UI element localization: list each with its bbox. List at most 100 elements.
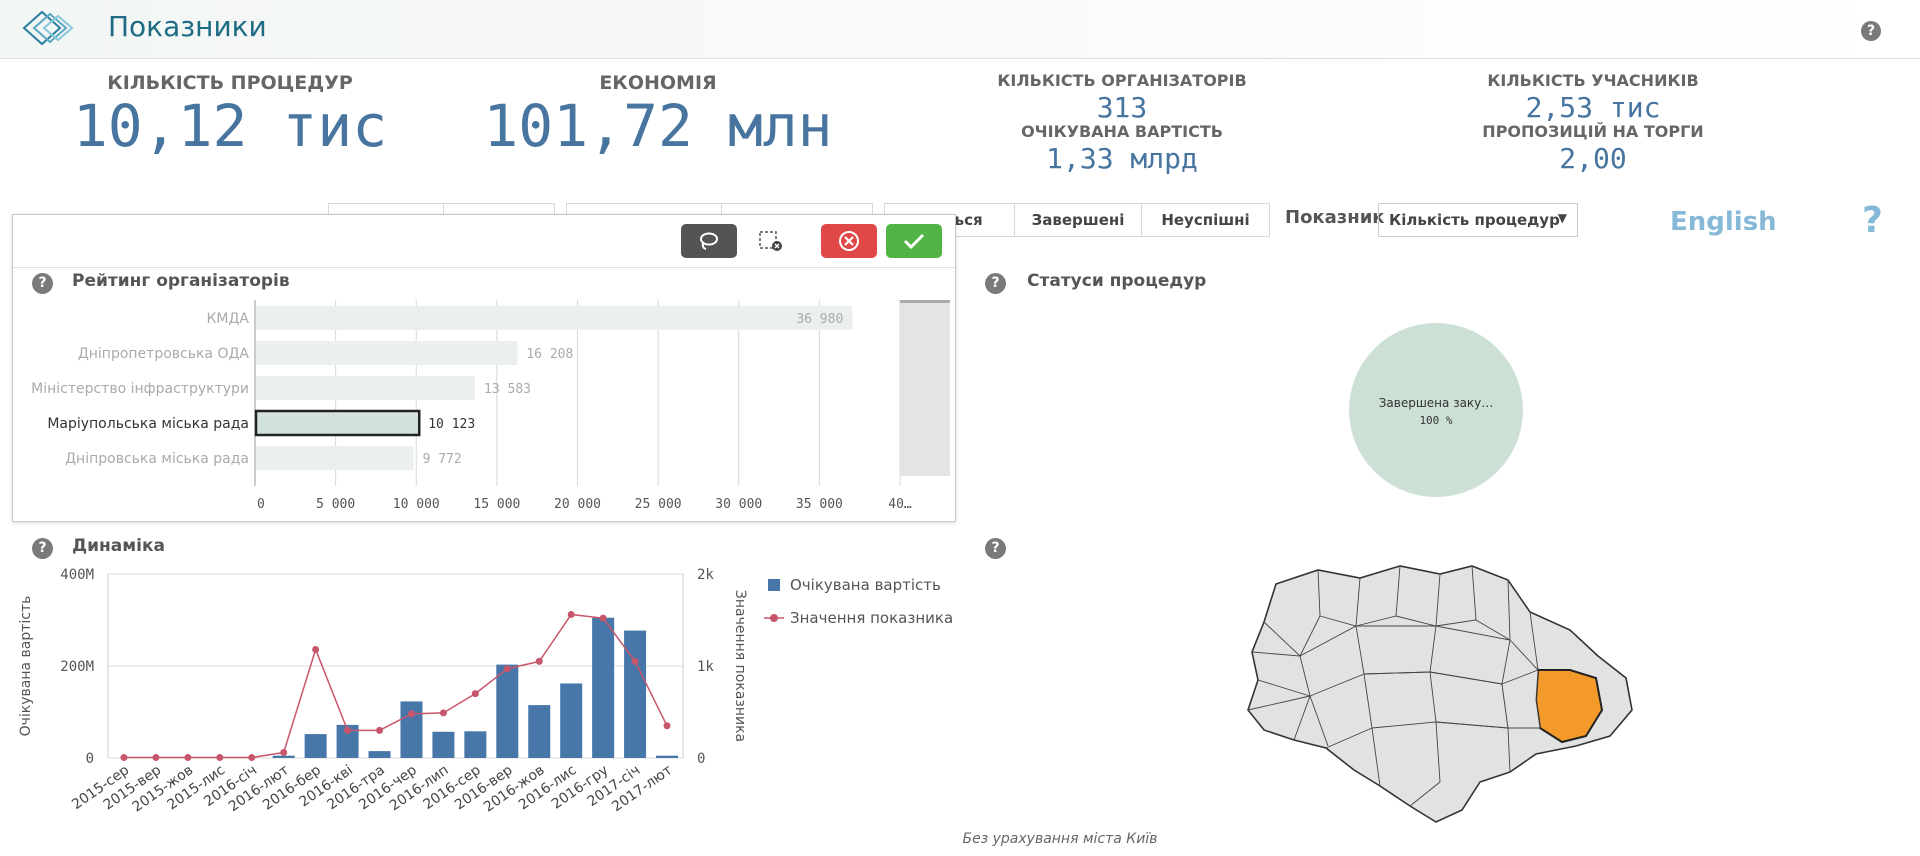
bar — [368, 751, 391, 758]
confirm-icon — [903, 233, 925, 250]
toolbar-divider — [13, 267, 955, 268]
bar — [624, 630, 647, 758]
y-right-tick-label: 0 — [697, 751, 705, 767]
x-tick-label: 40… — [888, 497, 912, 512]
map-region-zaporizhzhia[interactable] — [1501, 669, 1541, 729]
x-tick-label: 15 000 — [473, 497, 520, 512]
value-label: 9 772 — [423, 452, 462, 467]
bar — [256, 446, 414, 470]
line-point — [120, 754, 128, 762]
category-label: Міністерство інфраструктури — [31, 381, 249, 397]
x-tick-label: 20 000 — [554, 497, 601, 512]
kpi-expected-cost-value: 1,33 млрд — [1046, 142, 1198, 175]
line-point — [631, 657, 639, 665]
dynamics-help-icon[interactable]: ? — [32, 538, 53, 559]
kpi-procedures-label: КІЛЬКІСТЬ ПРОЦЕДУР — [107, 72, 353, 94]
kpi-economy-label: ЕКОНОМІЯ — [599, 72, 717, 94]
map-country-outline — [1247, 565, 1633, 823]
line-point — [280, 748, 288, 756]
y-tick-label: 200M — [60, 659, 94, 675]
status-help-icon[interactable]: ? — [985, 273, 1006, 294]
tab-completed[interactable]: Завершені — [1014, 203, 1142, 237]
legend-swatch — [768, 579, 780, 591]
kpi-proposals-value: 2,00 — [1559, 142, 1627, 175]
help-icon[interactable]: ? — [1861, 21, 1881, 41]
value-label: 10 123 — [428, 417, 475, 432]
cancel-icon — [839, 231, 859, 251]
app-header: Показники ? — [0, 0, 1920, 59]
lasso-icon — [700, 232, 718, 250]
tab-unsuccessful[interactable]: Неуспішні — [1141, 203, 1270, 237]
x-tick-label: 5 000 — [316, 497, 355, 512]
category-label: Маріупольська міська рада — [47, 416, 249, 432]
bar — [560, 683, 583, 758]
scrollbar-track — [900, 300, 950, 476]
bar — [496, 664, 519, 758]
kpi-participants-value: 2,53 тис — [1525, 91, 1661, 124]
value-label: 16 208 — [526, 347, 573, 362]
y-right-tick-label: 2k — [697, 567, 714, 583]
indicator-select[interactable]: Кількість процедур ▼ — [1378, 203, 1578, 237]
clear-selection-button[interactable] — [751, 224, 791, 258]
logo-icon[interactable] — [20, 8, 80, 48]
chevron-down-icon: ▼ — [1557, 211, 1567, 225]
value-label: 13 583 — [484, 382, 531, 397]
bar — [528, 705, 551, 758]
bar — [304, 734, 327, 758]
ukraine-map[interactable] — [1240, 560, 1640, 828]
bar — [272, 755, 295, 758]
kpi-organizers-label: КІЛЬКІСТЬ ОРГАНІЗАТОРІВ — [997, 71, 1247, 90]
pie-slice-value: 100 % — [1419, 414, 1452, 427]
map-help-icon[interactable]: ? — [985, 538, 1006, 559]
rating-help-icon[interactable]: ? — [32, 273, 53, 294]
line-point — [471, 690, 479, 698]
kpi-participants-label: КІЛЬКІСТЬ УЧАСНИКІВ — [1487, 71, 1699, 90]
line-series — [123, 613, 668, 759]
indicator-label: Показник — [1285, 207, 1385, 228]
bar — [656, 755, 679, 758]
bar — [400, 701, 423, 758]
pie-slice-label: Завершена заку… — [1379, 396, 1494, 410]
english-link[interactable]: English — [1670, 207, 1777, 237]
clear-selection-icon — [759, 231, 782, 251]
x-tick-label: 10 000 — [393, 497, 440, 512]
help-large-icon[interactable]: ? — [1862, 200, 1883, 241]
bar — [336, 724, 359, 758]
dynamics-chart[interactable]: 0 200M 400M 0 1k 2k Очікувана вартість Значення… — [0, 556, 960, 836]
kpi-proposals-label: ПРОПОЗИЦІЙ НА ТОРГИ — [1482, 122, 1704, 141]
kpi-organizers-value: 313 — [1096, 91, 1148, 124]
page-title: Показники — [108, 10, 267, 43]
kpi-procedures-value: 10,12 тис — [72, 92, 388, 160]
y-tick-label: 0 — [86, 751, 94, 767]
cancel-selection-button[interactable] — [821, 224, 877, 258]
lasso-button[interactable] — [681, 224, 737, 258]
y-tick-label: 400M — [60, 567, 94, 583]
status-pie-chart[interactable]: Завершена заку… 100 % — [1330, 318, 1550, 502]
map-region-borders — [1247, 565, 1539, 807]
line-point — [439, 709, 447, 717]
bar — [256, 341, 518, 365]
bar — [256, 376, 476, 400]
kpi-expected-cost-label: ОЧІКУВАНА ВАРТІСТЬ — [1021, 122, 1223, 141]
x-tick-label: 25 000 — [635, 497, 682, 512]
line-point — [663, 722, 671, 730]
category-label: Дніпропетровська ОДА — [78, 346, 250, 362]
line-point — [407, 710, 415, 718]
line-point — [503, 665, 511, 673]
line-point — [216, 754, 224, 762]
map-footnote: Без урахування міста Київ — [962, 831, 1158, 847]
status-panel-title: Статуси процедур — [1027, 271, 1207, 291]
pie-slice — [1349, 323, 1523, 497]
y-axis-label: Очікувана вартість — [18, 596, 34, 737]
rating-panel-title: Рейтинг організаторів — [72, 271, 290, 291]
bar — [592, 617, 615, 758]
confirm-selection-button[interactable] — [886, 224, 942, 258]
line-point — [152, 754, 160, 762]
y-right-axis-label: Значення показника — [732, 590, 748, 742]
rating-chart[interactable]: 0 5 000 10 000 15 000 20 000 25 000 30 000 35 0… — [12, 290, 954, 518]
category-label: КМДА — [206, 311, 249, 327]
bar — [464, 731, 487, 758]
legend-label: Очікувана вартість — [790, 576, 941, 594]
line-point — [248, 754, 256, 762]
rating-panel — [12, 214, 956, 522]
